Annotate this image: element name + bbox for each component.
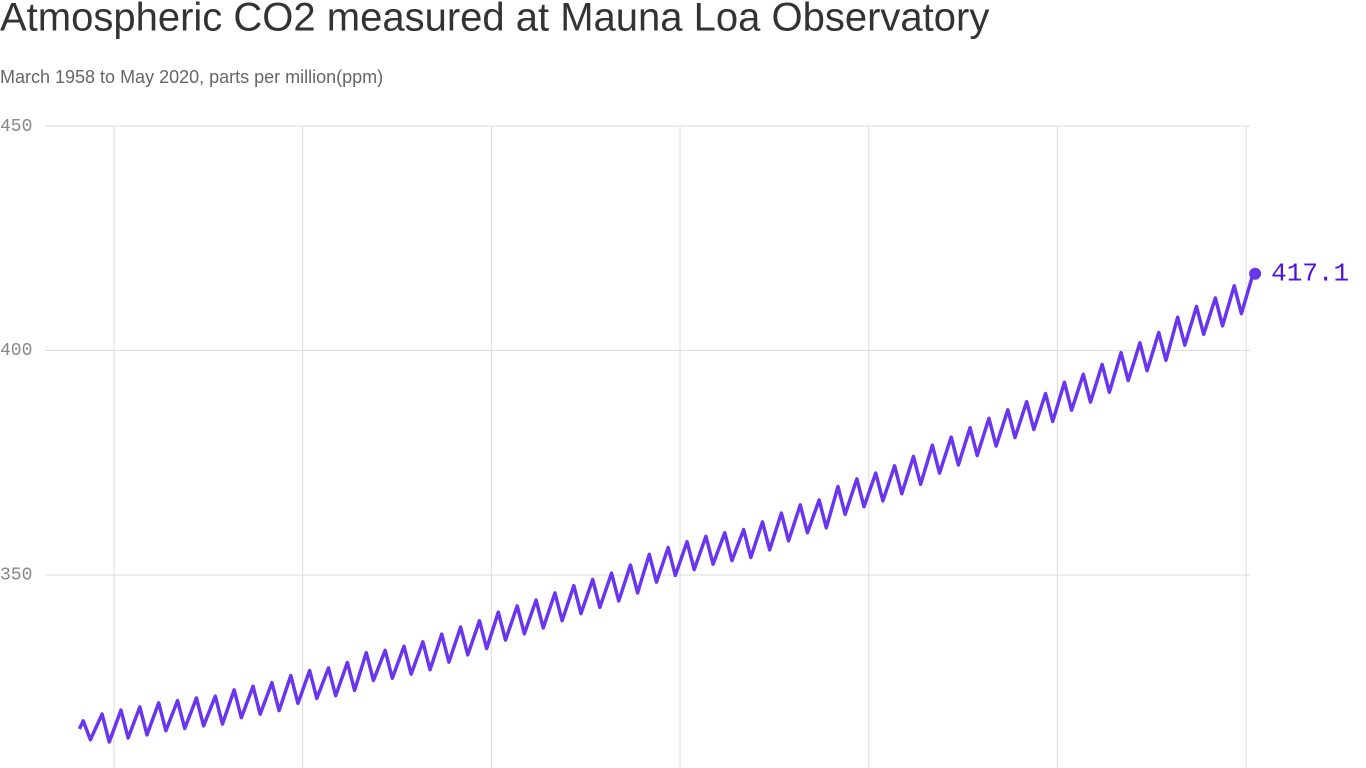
- chart-title: Atmospheric CO2 measured at Mauna Loa Ob…: [0, 0, 989, 40]
- y-tick-label: 450: [0, 117, 32, 137]
- y-tick-label: 400: [0, 341, 32, 361]
- end-point: [1249, 267, 1262, 280]
- chart-subtitle: March 1958 to May 2020, parts per millio…: [0, 67, 383, 87]
- end-label: 417.1: [1271, 259, 1349, 289]
- data-line: [77, 273, 1255, 744]
- y-tick-label: 350: [0, 566, 32, 586]
